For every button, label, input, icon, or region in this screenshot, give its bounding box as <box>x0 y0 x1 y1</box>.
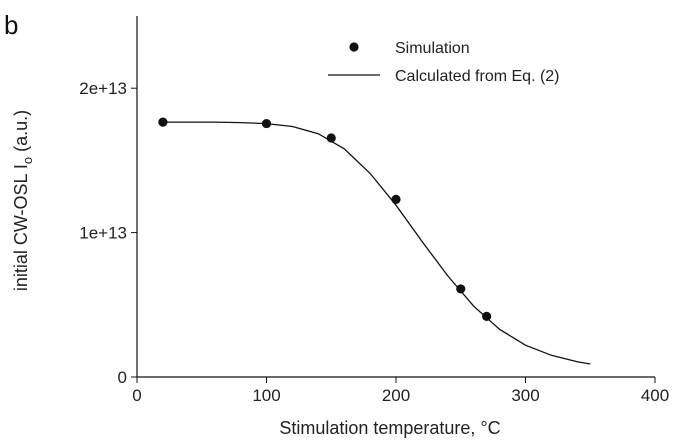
simulation-point <box>391 194 401 204</box>
y-axis-title-unit: (a.u.) <box>11 110 31 157</box>
y-tick-label: 2e+13 <box>79 79 127 98</box>
x-tick-label: 0 <box>132 386 141 405</box>
x-tick-label: 400 <box>641 386 669 405</box>
y-axis-title: initial CW-OSL Io (a.u.) <box>11 110 35 291</box>
y-axis-title-main: initial CW-OSL I <box>11 164 31 291</box>
y-tick-label: 1e+13 <box>79 224 127 243</box>
legend-label: Simulation <box>395 40 470 57</box>
simulation-point <box>326 133 336 143</box>
simulation-point <box>158 117 168 127</box>
x-tick-label: 200 <box>382 386 410 405</box>
x-tick-label: 100 <box>252 386 280 405</box>
fit-curve <box>162 121 591 365</box>
legend-marker-simulation <box>349 42 359 52</box>
y-axis-title-subscript: o <box>20 157 35 164</box>
legend-label: Calculated from Eq. (2) <box>395 68 560 85</box>
simulation-point <box>482 311 492 321</box>
panel-label: b <box>4 10 18 40</box>
x-tick-label: 300 <box>511 386 539 405</box>
y-tick-label: 0 <box>118 368 127 387</box>
simulation-point <box>456 284 466 294</box>
simulation-point <box>261 118 272 129</box>
x-axis-title: Stimulation temperature, °C <box>279 418 500 438</box>
